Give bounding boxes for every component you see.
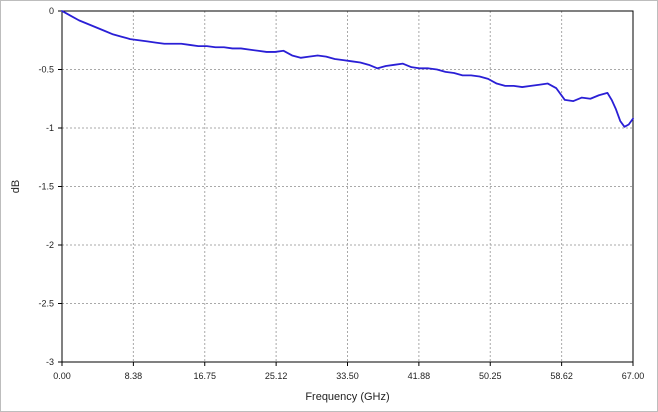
y-tick-label: -0.5 [38, 65, 54, 75]
plot-border [61, 10, 634, 363]
x-tick-label: 50.25 [479, 371, 502, 381]
x-axis-title: Frequency (GHz) [305, 391, 389, 403]
axes [58, 10, 634, 366]
x-tick-label: 58.62 [550, 371, 573, 381]
x-tick-label: 25.12 [265, 371, 288, 381]
grid [62, 11, 633, 362]
y-tick-label: -1.5 [38, 182, 54, 192]
x-tick-label: 41.88 [408, 371, 431, 381]
y-tick-label: -1 [46, 123, 54, 133]
series [61, 10, 634, 128]
y-tick-label: -3 [46, 357, 54, 367]
y-tick-label: -2 [46, 240, 54, 250]
y-tick-label: -2.5 [38, 299, 54, 309]
x-tick-label: 16.75 [193, 371, 216, 381]
x-tick-label: 8.38 [125, 371, 143, 381]
series-line [61, 10, 634, 128]
x-tick-label: 67.00 [622, 371, 645, 381]
x-tick-label: 33.50 [336, 371, 359, 381]
tick-labels: 0.00 8.38 16.75 25.12 33.50 41.88 50.25 58.62 67… [38, 6, 644, 381]
x-tick-label: 0.00 [53, 371, 71, 381]
y-axis-title: dB [10, 180, 22, 193]
y-tick-label: 0 [49, 6, 54, 16]
